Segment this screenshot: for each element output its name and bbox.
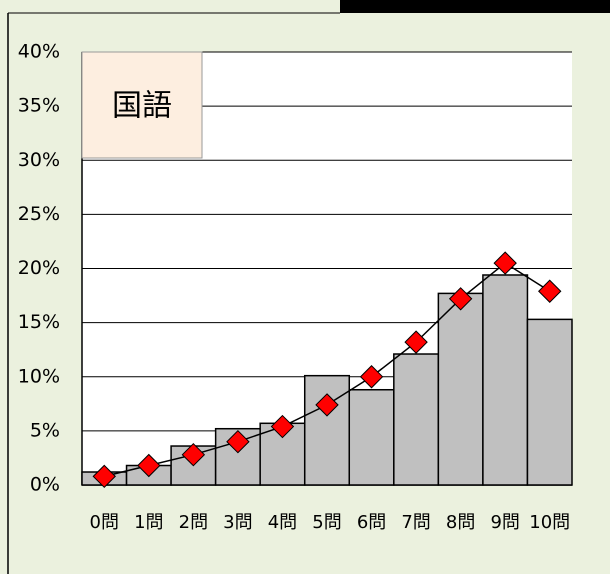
bar xyxy=(303,374,351,486)
marker xyxy=(359,365,384,389)
top-bar xyxy=(340,0,610,13)
y-tick-label: 0% xyxy=(30,474,60,496)
x-tick-label: 9問 xyxy=(490,512,519,533)
x-tick-label: 0問 xyxy=(90,512,119,533)
marker xyxy=(448,287,473,311)
x-tick-label: 6問 xyxy=(357,512,386,533)
bar xyxy=(482,274,529,486)
y-tick-label: 35% xyxy=(18,95,60,117)
x-tick-label: 10問 xyxy=(529,512,570,533)
marker xyxy=(270,414,295,439)
bar xyxy=(348,388,395,486)
marker xyxy=(137,453,161,478)
y-tick-label: 15% xyxy=(18,311,60,333)
y-tick-label: 40% xyxy=(18,41,60,63)
marker xyxy=(538,279,562,303)
bar xyxy=(393,353,440,486)
x-tick-label: 2問 xyxy=(179,512,208,533)
title-box xyxy=(81,51,203,159)
marker xyxy=(181,442,206,467)
marker xyxy=(226,429,250,454)
x-tick-label: 8問 xyxy=(446,512,475,533)
marker xyxy=(493,251,517,275)
marker xyxy=(92,464,116,489)
x-tick-label: 7問 xyxy=(401,512,430,533)
y-tick-label: 10% xyxy=(18,365,60,387)
bar xyxy=(526,318,573,486)
x-tick-label: 5問 xyxy=(312,512,341,533)
x-tick-label: 1問 xyxy=(134,512,163,533)
marks xyxy=(81,251,573,489)
bar xyxy=(437,292,484,486)
chart-title: 国語 xyxy=(112,89,172,124)
y-tick-label: 30% xyxy=(18,149,60,171)
marker xyxy=(404,330,428,354)
y-tick-label: 20% xyxy=(18,257,60,279)
marker xyxy=(315,393,339,417)
x-tick-label: 4問 xyxy=(268,512,297,533)
x-tick-label: 3問 xyxy=(223,512,252,533)
bar xyxy=(259,422,306,486)
y-tick-label: 25% xyxy=(18,203,60,225)
y-tick-label: 5% xyxy=(30,419,60,441)
